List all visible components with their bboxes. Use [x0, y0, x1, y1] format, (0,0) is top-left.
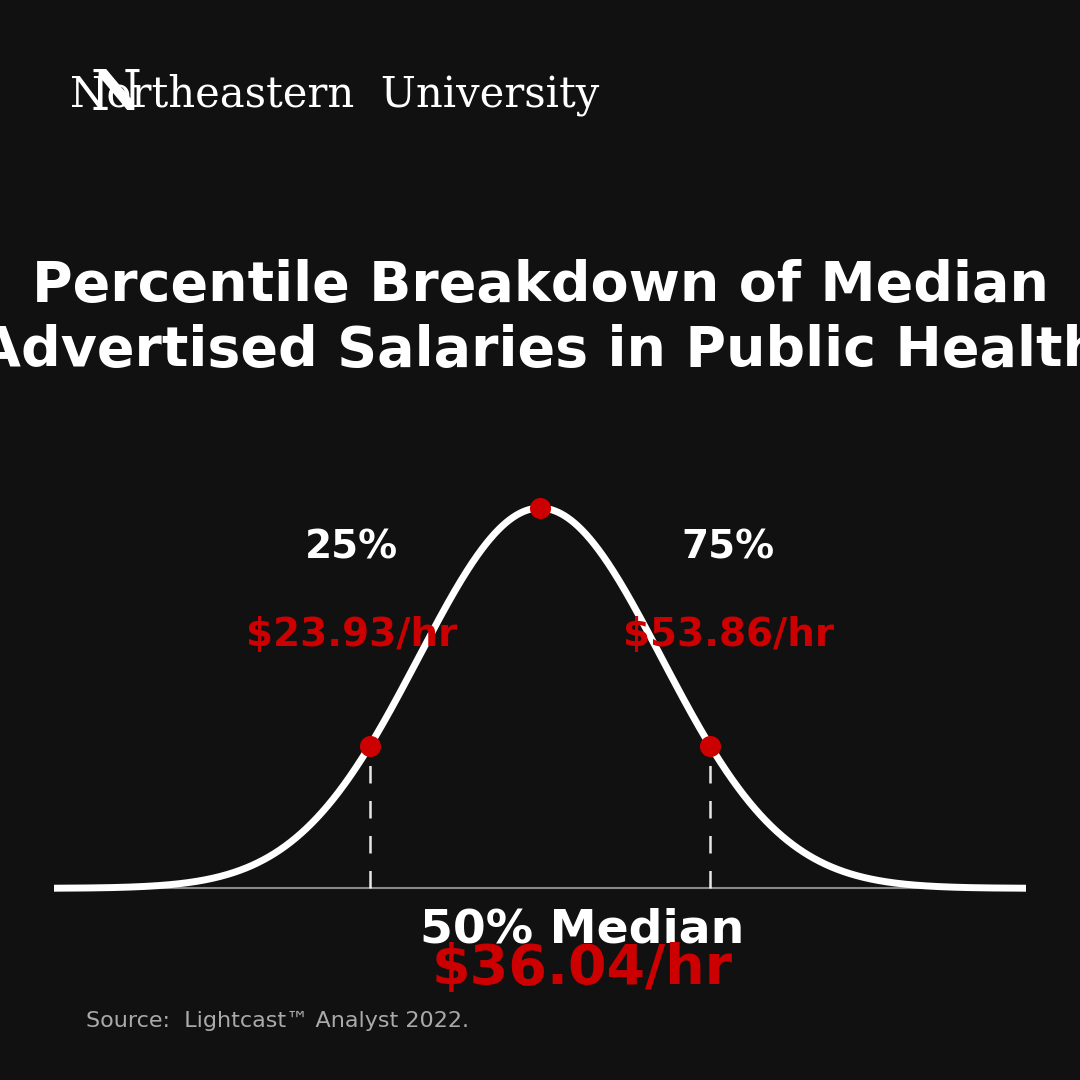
Text: N: N	[91, 67, 141, 122]
Text: 25%: 25%	[306, 529, 399, 567]
Text: 75%: 75%	[681, 529, 774, 567]
Text: 50% Median: 50% Median	[420, 907, 745, 953]
Point	[361, 737, 378, 754]
Text: $53.86/hr: $53.86/hr	[623, 617, 834, 654]
Point	[702, 737, 719, 754]
Text: Northeastern  University: Northeastern University	[70, 73, 599, 117]
Text: Advertised Salaries in Public Health: Advertised Salaries in Public Health	[0, 324, 1080, 378]
Text: Percentile Breakdown of Median: Percentile Breakdown of Median	[31, 259, 1049, 313]
Text: $36.04/hr: $36.04/hr	[432, 942, 733, 996]
Point	[531, 499, 549, 516]
Text: Source:  Lightcast™ Analyst 2022.: Source: Lightcast™ Analyst 2022.	[86, 1011, 470, 1030]
Text: $23.93/hr: $23.93/hr	[246, 617, 457, 654]
